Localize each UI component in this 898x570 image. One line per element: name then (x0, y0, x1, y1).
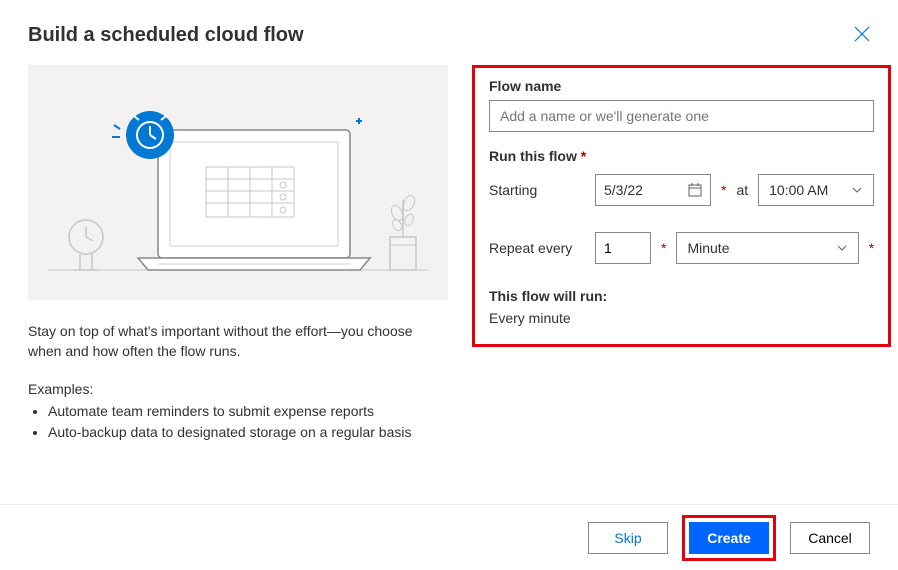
starting-label: Starting (489, 182, 585, 198)
run-label: Run this flow * (489, 148, 874, 164)
create-button[interactable]: Create (689, 522, 769, 554)
list-item: Automate team reminders to submit expens… (48, 401, 448, 422)
starting-row: Starting 5/3/22 * at 10:00 AM (489, 174, 874, 206)
summary-value: Every minute (489, 310, 874, 326)
dialog-footer: Skip Create Cancel (0, 504, 898, 570)
close-icon (854, 26, 870, 42)
time-value: 10:00 AM (769, 182, 828, 198)
create-highlight: Create (682, 515, 776, 561)
dialog-title: Build a scheduled cloud flow (28, 24, 870, 47)
calendar-icon (688, 183, 702, 197)
skip-button[interactable]: Skip (588, 522, 668, 554)
dialog-content: Stay on top of what's important without … (28, 65, 870, 443)
time-picker[interactable]: 10:00 AM (758, 174, 874, 206)
required-marker: * (721, 182, 726, 198)
run-section: Run this flow * Starting 5/3/22 * at 10:… (489, 148, 874, 264)
repeat-unit-select[interactable]: Minute (676, 232, 858, 264)
chevron-down-icon (836, 242, 848, 254)
date-picker[interactable]: 5/3/22 (595, 174, 711, 206)
examples-list: Automate team reminders to submit expens… (28, 401, 448, 443)
description: Stay on top of what's important without … (28, 322, 448, 361)
examples-label: Examples: (28, 381, 448, 397)
cancel-button[interactable]: Cancel (790, 522, 870, 554)
summary-label: This flow will run: (489, 288, 874, 304)
at-label: at (736, 182, 748, 198)
list-item: Auto-backup data to designated storage o… (48, 422, 448, 443)
flow-name-label: Flow name (489, 78, 874, 94)
unit-value: Minute (687, 240, 729, 256)
illustration (28, 65, 448, 300)
repeat-label: Repeat every (489, 240, 585, 256)
left-panel: Stay on top of what's important without … (28, 65, 448, 443)
form-panel: Flow name Run this flow * Starting 5/3/2… (472, 65, 891, 347)
scheduled-flow-dialog: Build a scheduled cloud flow (0, 0, 898, 570)
date-value: 5/3/22 (604, 182, 643, 198)
repeat-row: Repeat every * Minute * (489, 232, 874, 264)
required-marker: * (661, 240, 666, 256)
close-button[interactable] (854, 26, 870, 45)
repeat-value-input[interactable] (595, 232, 651, 264)
flow-name-input[interactable] (489, 100, 874, 132)
required-marker: * (869, 240, 874, 256)
chevron-down-icon (851, 184, 863, 196)
